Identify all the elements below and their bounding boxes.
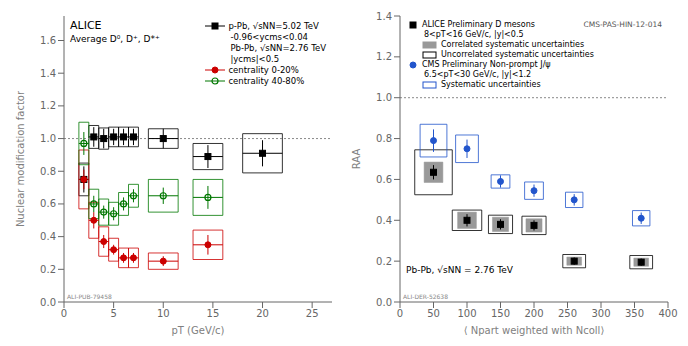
html-text:ALICE Preliminary D mesons: ALICE Preliminary D mesons (422, 20, 535, 29)
html-text:Uncorrelated systematic uncert: Uncorrelated systematic uncertainties (441, 50, 594, 59)
svg-text:20: 20 (256, 308, 269, 319)
html-text:p-Pb, √sNN=5.02 TeV: p-Pb, √sNN=5.02 TeV (228, 20, 319, 31)
svg-text:RAA: RAA (351, 149, 362, 170)
svg-text:0: 0 (397, 308, 403, 319)
html-text:CMS-PAS-HIN-12-014: CMS-PAS-HIN-12-014 (583, 20, 662, 29)
svg-text:1.2: 1.2 (40, 100, 56, 111)
html-text:ALI-PUB-79458: ALI-PUB-79458 (67, 293, 112, 300)
svg-text:0.2: 0.2 (376, 256, 392, 267)
svg-text:0.0: 0.0 (40, 297, 56, 308)
svg-text:100: 100 (457, 308, 476, 319)
svg-text:1.4: 1.4 (376, 11, 392, 22)
svg-text:1.4: 1.4 (40, 68, 56, 79)
html-text:Average D⁰, D⁺, D*⁺: Average D⁰, D⁺, D*⁺ (70, 34, 160, 44)
svg-text:1.0: 1.0 (40, 133, 56, 144)
svg-text:250: 250 (558, 308, 577, 319)
svg-text:⟨ Npart weighted with Ncoll⟩: ⟨ Npart weighted with Ncoll⟩ (464, 325, 605, 336)
svg-text:400: 400 (658, 308, 677, 319)
html-text:centrality 40-80%: centrality 40-80% (228, 75, 305, 86)
svg-text:0.8: 0.8 (40, 166, 56, 177)
html-text:|ycms|<0.5: |ycms|<0.5 (230, 53, 280, 64)
html-text:Pb-Pb, √sNN=2.76 TeV: Pb-Pb, √sNN=2.76 TeV (230, 42, 326, 53)
svg-text:0.4: 0.4 (376, 215, 392, 226)
svg-text:0.8: 0.8 (376, 133, 392, 144)
svg-text:200: 200 (524, 308, 543, 319)
svg-text:1.6: 1.6 (40, 35, 56, 46)
svg-text:0.6: 0.6 (376, 174, 392, 185)
svg-text:150: 150 (491, 308, 510, 319)
svg-text:0.6: 0.6 (40, 198, 56, 209)
html-text:-0.96<ycms<0.04: -0.96<ycms<0.04 (230, 31, 308, 42)
svg-text:0.4: 0.4 (40, 231, 56, 242)
svg-text:1.0: 1.0 (376, 92, 392, 103)
svg-text:1.2: 1.2 (376, 51, 392, 62)
svg-text:0.0: 0.0 (376, 297, 392, 308)
html-text:CMS Preliminary Non-prompt J/ψ: CMS Preliminary Non-prompt J/ψ (422, 60, 551, 69)
svg-text:300: 300 (591, 308, 610, 319)
html-text:Systematic uncertainties: Systematic uncertainties (441, 80, 541, 89)
svg-text:50: 50 (427, 308, 440, 319)
svg-text:0: 0 (61, 308, 67, 319)
html-text:Correlated systematic uncertai: Correlated systematic uncertainties (441, 40, 585, 49)
html-text:6.5<pT<30 GeV/c, |y|<1.2: 6.5<pT<30 GeV/c, |y|<1.2 (424, 70, 532, 79)
svg-text:pT (GeV/c): pT (GeV/c) (171, 325, 224, 336)
html-text:8<pT<16 GeV/c, |y|<0.5: 8<pT<16 GeV/c, |y|<0.5 (424, 30, 524, 39)
svg-text:5: 5 (110, 308, 116, 319)
html-text:ALICE: ALICE (70, 19, 102, 32)
html-text:centrality 0-20%: centrality 0-20% (228, 64, 299, 75)
html-text:Pb-Pb, √sNN = 2.76 TeV: Pb-Pb, √sNN = 2.76 TeV (406, 265, 513, 275)
svg-text:350: 350 (625, 308, 644, 319)
html-text:ALI-DER-52638: ALI-DER-52638 (403, 293, 448, 300)
svg-text:25: 25 (306, 308, 319, 319)
svg-text:10: 10 (157, 308, 170, 319)
svg-text:0.2: 0.2 (40, 264, 56, 275)
svg-text:Nuclear modification factor: Nuclear modification factor (15, 90, 26, 227)
svg-text:15: 15 (207, 308, 220, 319)
